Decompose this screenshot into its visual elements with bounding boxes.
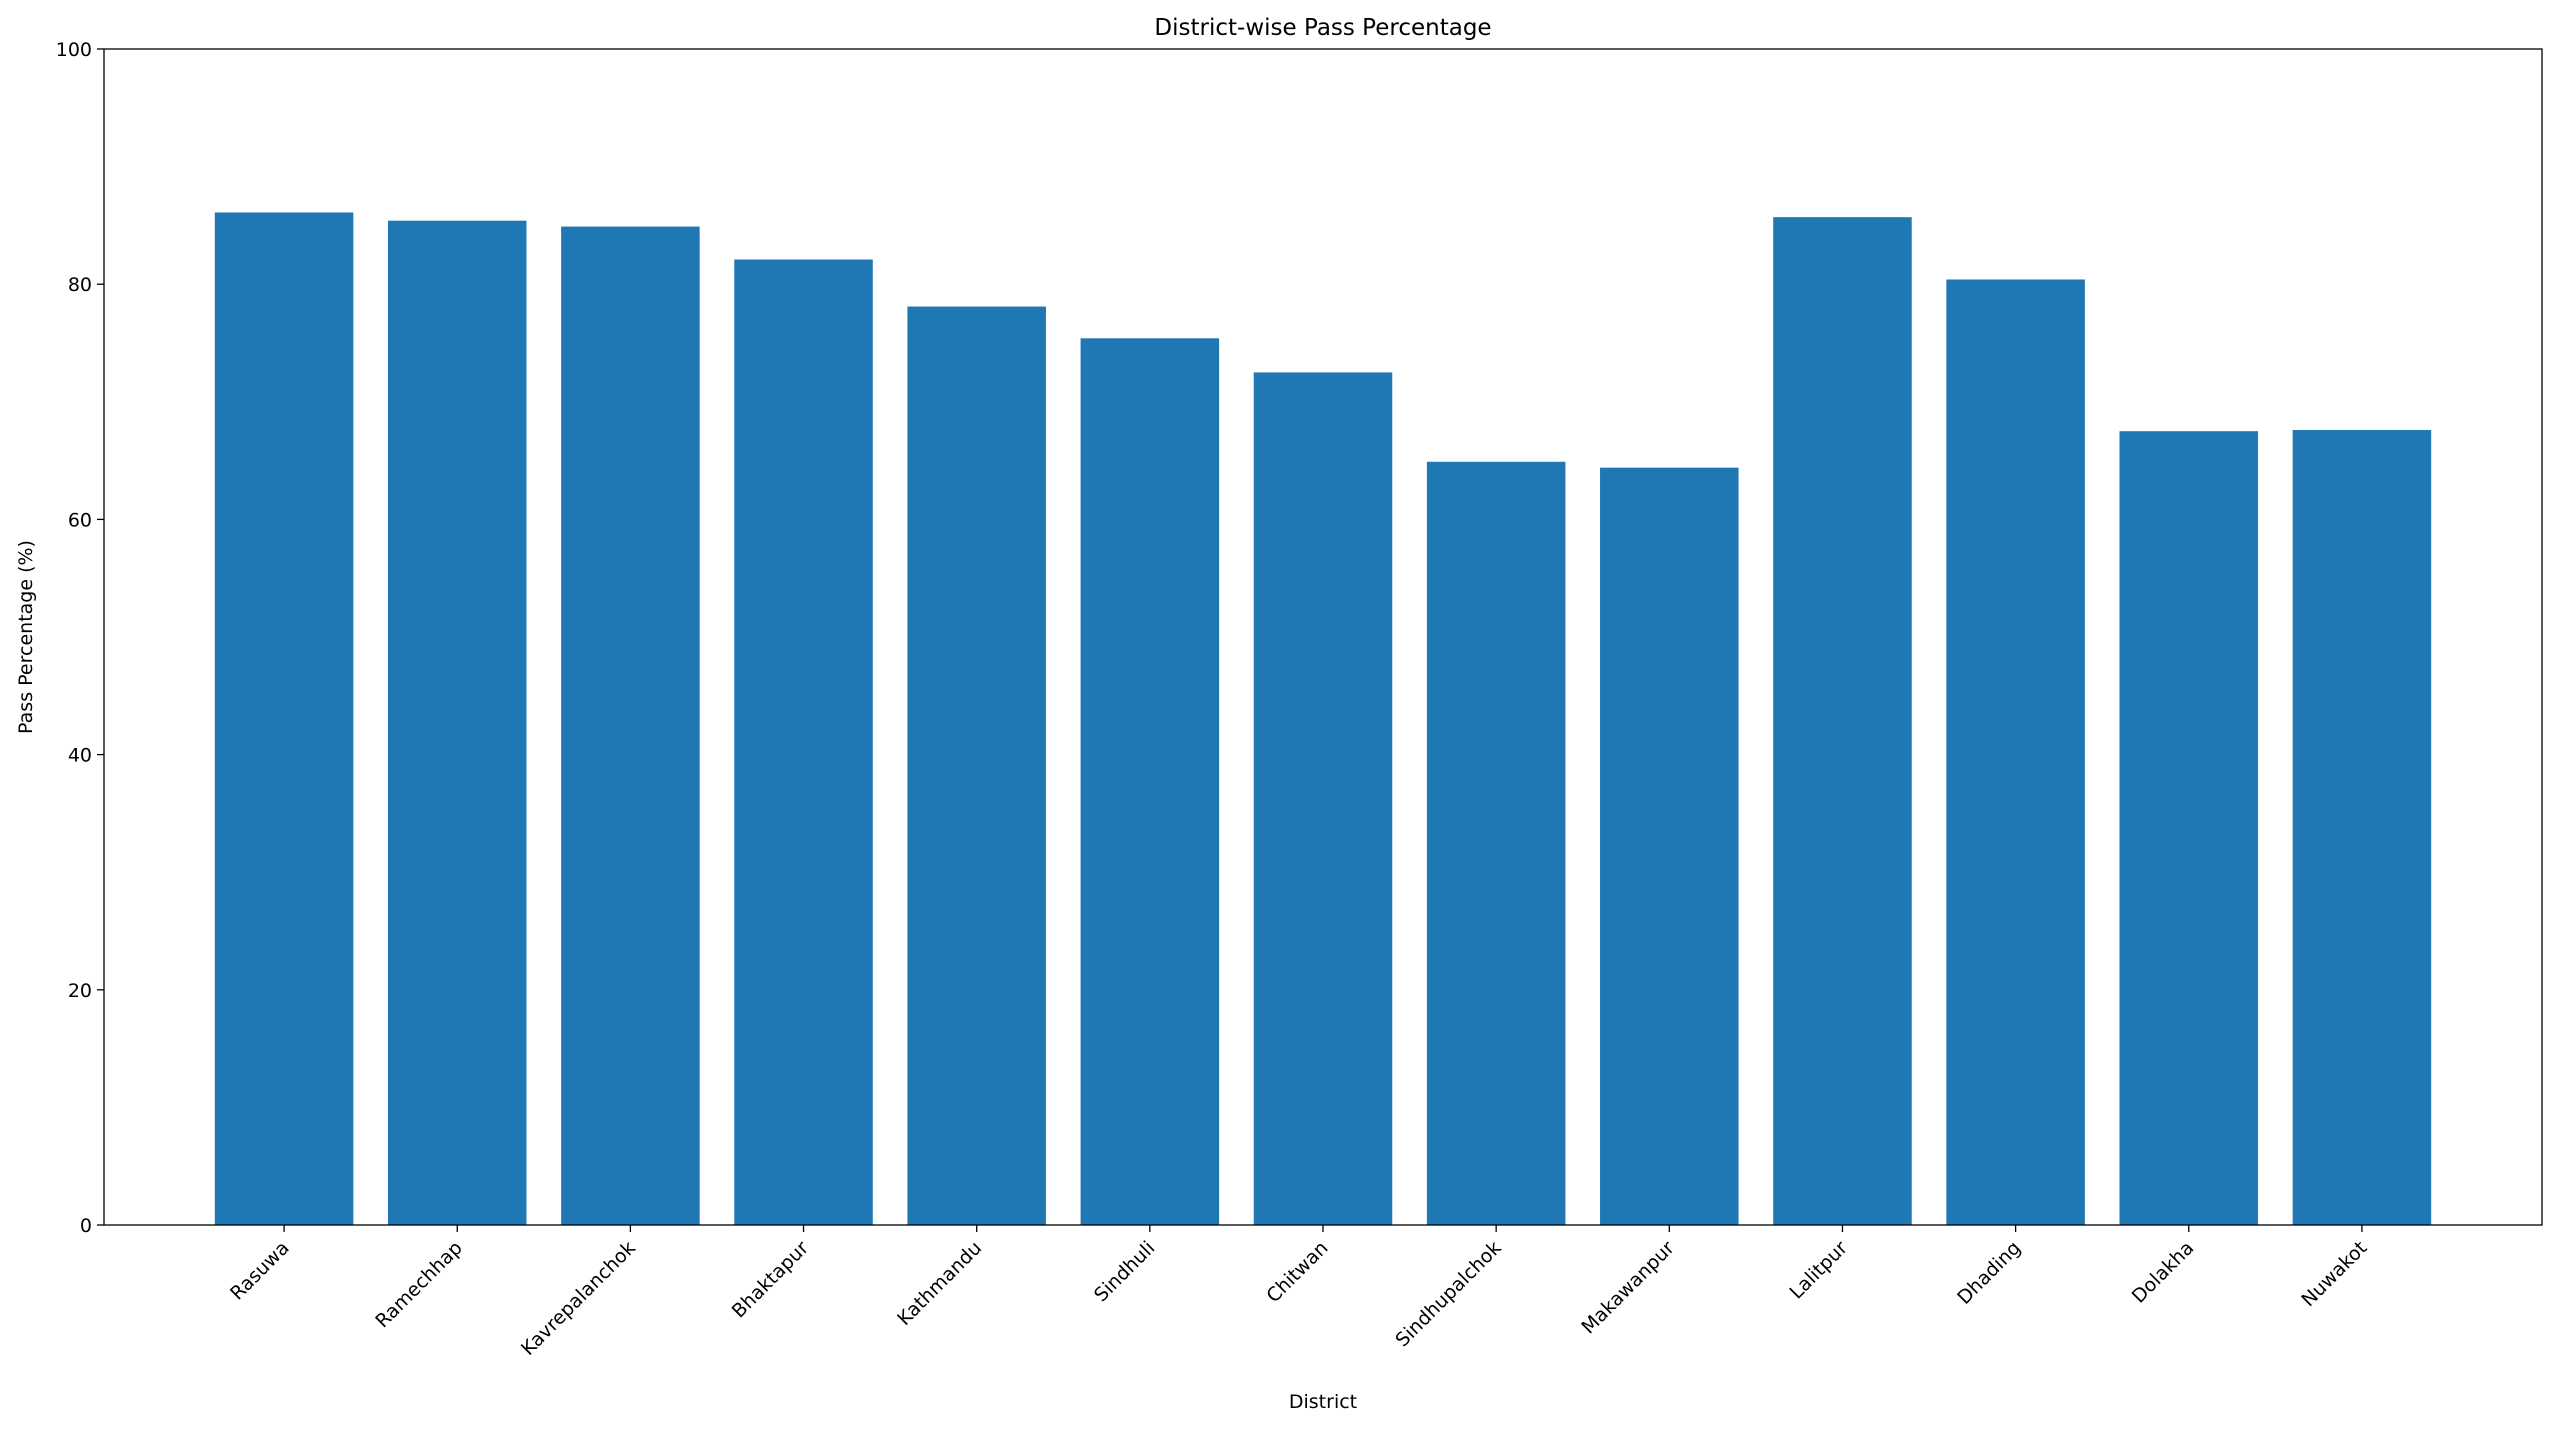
bar — [387, 220, 527, 1226]
y-tick-label: 60 — [68, 509, 92, 531]
x-tick-label: Dolakha — [2128, 1237, 2199, 1308]
x-tick-label: Sindhuli — [1090, 1237, 1159, 1306]
y-tick-label: 0 — [80, 1215, 92, 1237]
x-tick-label: Makawanpur — [1577, 1237, 1679, 1339]
x-tick-label: Rasuwa — [226, 1237, 294, 1305]
chart-title: District-wise Pass Percentage — [1154, 15, 1491, 41]
x-tick-label: Nuwakot — [2297, 1237, 2371, 1311]
y-tick-label: 80 — [68, 274, 92, 296]
bar — [1426, 461, 1566, 1225]
bar — [2292, 430, 2432, 1225]
bar — [1253, 372, 1393, 1225]
y-axis-label: Pass Percentage (%) — [15, 540, 37, 734]
bar — [734, 259, 873, 1225]
y-tick-label: 40 — [68, 745, 92, 767]
bar — [2119, 431, 2259, 1225]
bar — [1600, 467, 1739, 1225]
x-axis-label: District — [1289, 1391, 1357, 1413]
bar — [214, 212, 354, 1226]
y-tick-label: 100 — [56, 39, 92, 61]
bar — [1946, 279, 2085, 1226]
bar — [907, 306, 1046, 1225]
bar — [1080, 338, 1220, 1225]
x-tick-label: Lalitpur — [1785, 1237, 1852, 1304]
x-tick-label: Dhading — [1953, 1237, 2025, 1309]
bar — [561, 226, 700, 1226]
x-tick-label: Ramechhap — [371, 1237, 466, 1332]
x-tick-label: Kavrepalanchok — [517, 1237, 640, 1360]
x-tick-label: Chitwan — [1262, 1237, 1332, 1307]
x-tick-label: Bhaktapur — [728, 1237, 814, 1323]
bar — [1773, 217, 1912, 1226]
plot-frame — [103, 48, 2543, 1226]
x-tick-label: Sindhupalchok — [1391, 1237, 1505, 1351]
y-tick-label: 20 — [68, 980, 92, 1002]
x-tick-label: Kathmandu — [893, 1237, 986, 1330]
